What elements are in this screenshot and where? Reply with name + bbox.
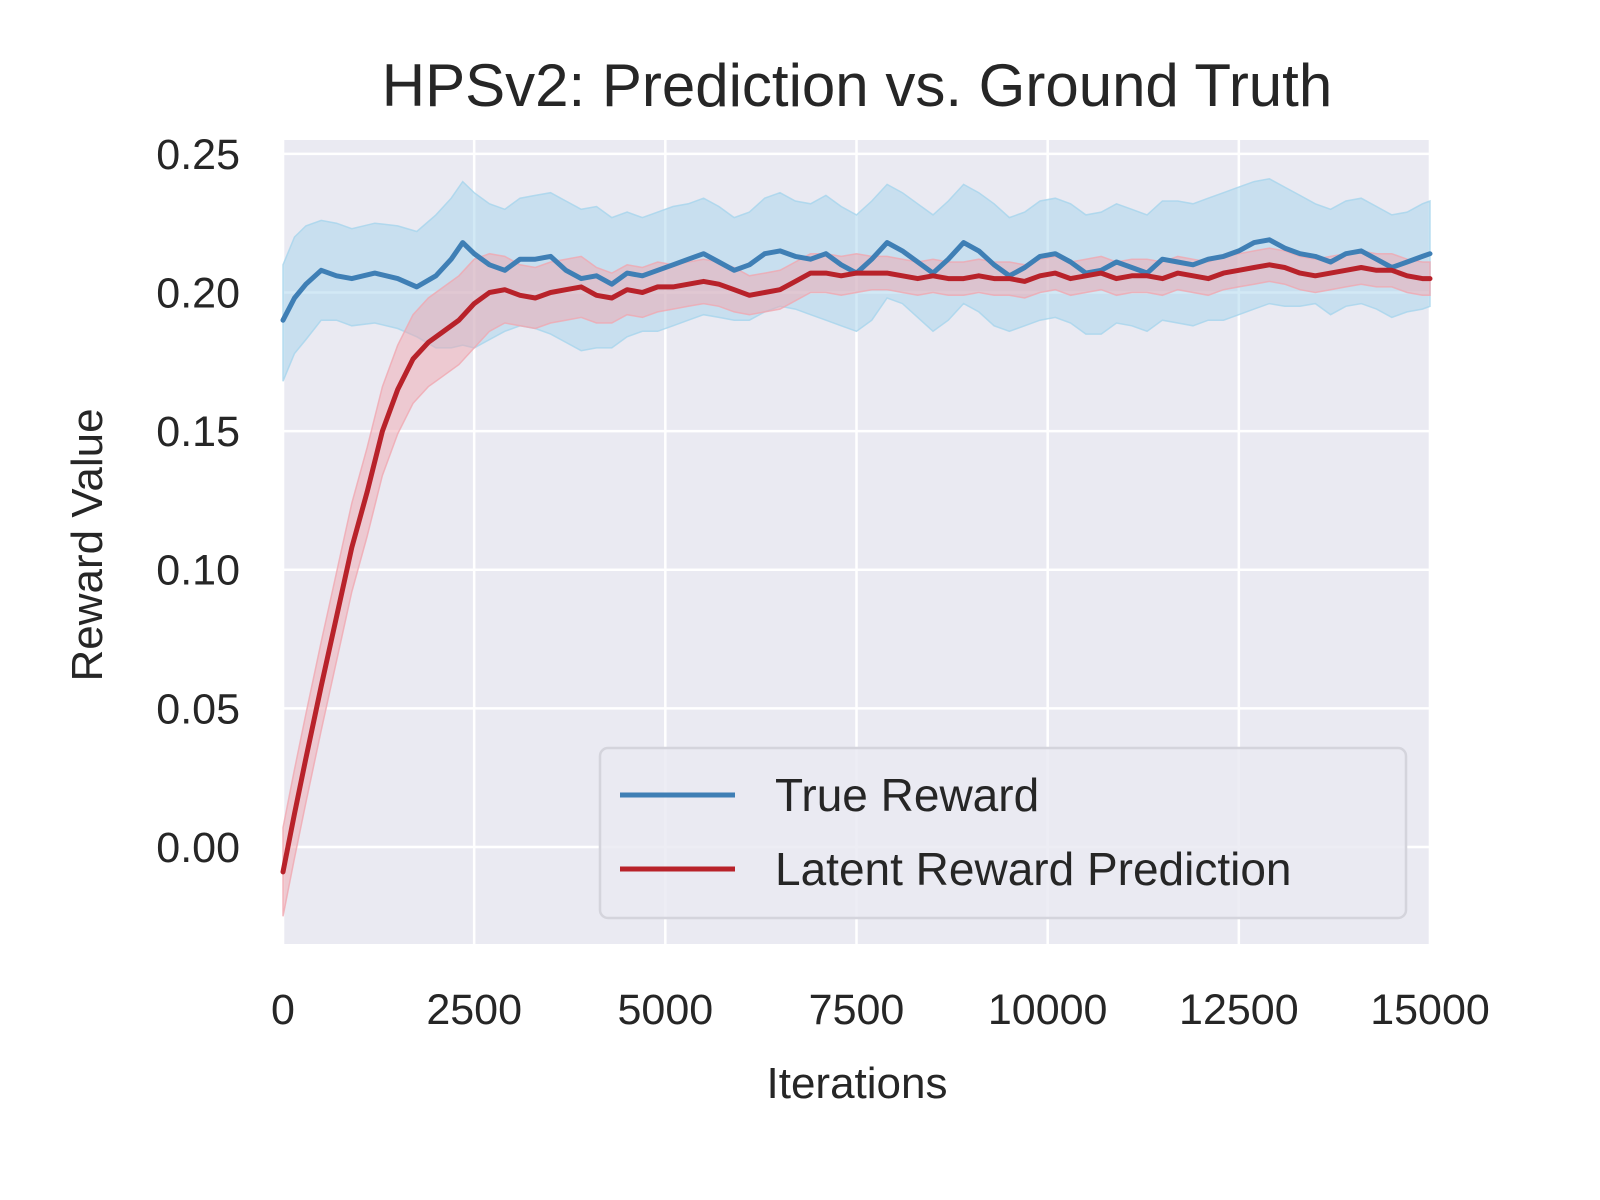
- x-tick-label: 2500: [426, 986, 522, 1034]
- y-tick-label: 0.10: [156, 547, 240, 595]
- y-axis-ticks: 0.00 0.05 0.10 0.15 0.20 0.25: [156, 131, 240, 872]
- legend-label: True Reward: [775, 769, 1039, 821]
- x-axis-ticks: 0 2500 5000 7500 10000 12500 15000: [271, 986, 1490, 1034]
- y-tick-label: 0.05: [156, 685, 240, 733]
- x-axis-label: Iterations: [767, 1059, 948, 1108]
- legend: True Reward Latent Reward Prediction: [598, 746, 1408, 920]
- confidence-bands: [282, 178, 1431, 917]
- chart-title: HPSv2: Prediction vs. Ground Truth: [382, 52, 1332, 119]
- x-tick-label: 0: [271, 986, 295, 1034]
- x-tick-label: 7500: [809, 986, 905, 1034]
- y-tick-label: 0.20: [156, 269, 240, 317]
- legend-box: [598, 746, 1408, 920]
- y-tick-label: 0.00: [156, 824, 240, 872]
- legend-label: Latent Reward Prediction: [775, 843, 1292, 895]
- y-tick-label: 0.15: [156, 408, 240, 456]
- band-latent-reward-prediction: [282, 247, 1431, 917]
- y-axis-label: Reward Value: [63, 408, 112, 681]
- x-tick-label: 5000: [617, 986, 713, 1034]
- line-true-reward: [280, 237, 1433, 323]
- line-latent-reward-prediction: [280, 262, 1433, 875]
- x-tick-label: 12500: [1179, 986, 1299, 1034]
- x-tick-label: 15000: [1370, 986, 1490, 1034]
- series-lines: [280, 237, 1433, 875]
- y-tick-label: 0.25: [156, 131, 240, 179]
- x-tick-label: 10000: [988, 986, 1108, 1034]
